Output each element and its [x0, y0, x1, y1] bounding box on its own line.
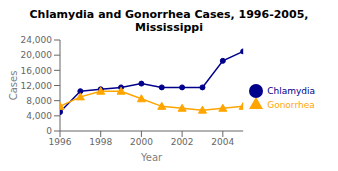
svg-text:1996: 1996	[49, 137, 72, 147]
svg-text:0: 0	[46, 126, 52, 136]
svg-text:Year: Year	[140, 152, 163, 161]
svg-text:8,000: 8,000	[26, 96, 52, 106]
html-text:Chlamydia and Gonorrhea Cases,: Chlamydia and Gonorrhea Cases, 1996-2005…	[29, 8, 309, 21]
svg-text:20,000: 20,000	[21, 50, 53, 60]
html-text:Mississippi: Mississippi	[135, 21, 203, 34]
html-text:Chlamydia: Chlamydia	[267, 85, 315, 96]
svg-text:2004: 2004	[211, 137, 234, 147]
svg-text:1998: 1998	[89, 137, 112, 147]
svg-text:16,000: 16,000	[21, 66, 53, 76]
svg-text:2002: 2002	[171, 137, 194, 147]
svg-text:12,000: 12,000	[21, 81, 53, 91]
svg-text:4,000: 4,000	[26, 111, 52, 121]
html-text:Gonorrhea: Gonorrhea	[267, 99, 315, 110]
svg-text:24,000: 24,000	[21, 35, 53, 45]
svg-text:Cases: Cases	[8, 71, 19, 101]
svg-text:2000: 2000	[130, 137, 153, 147]
